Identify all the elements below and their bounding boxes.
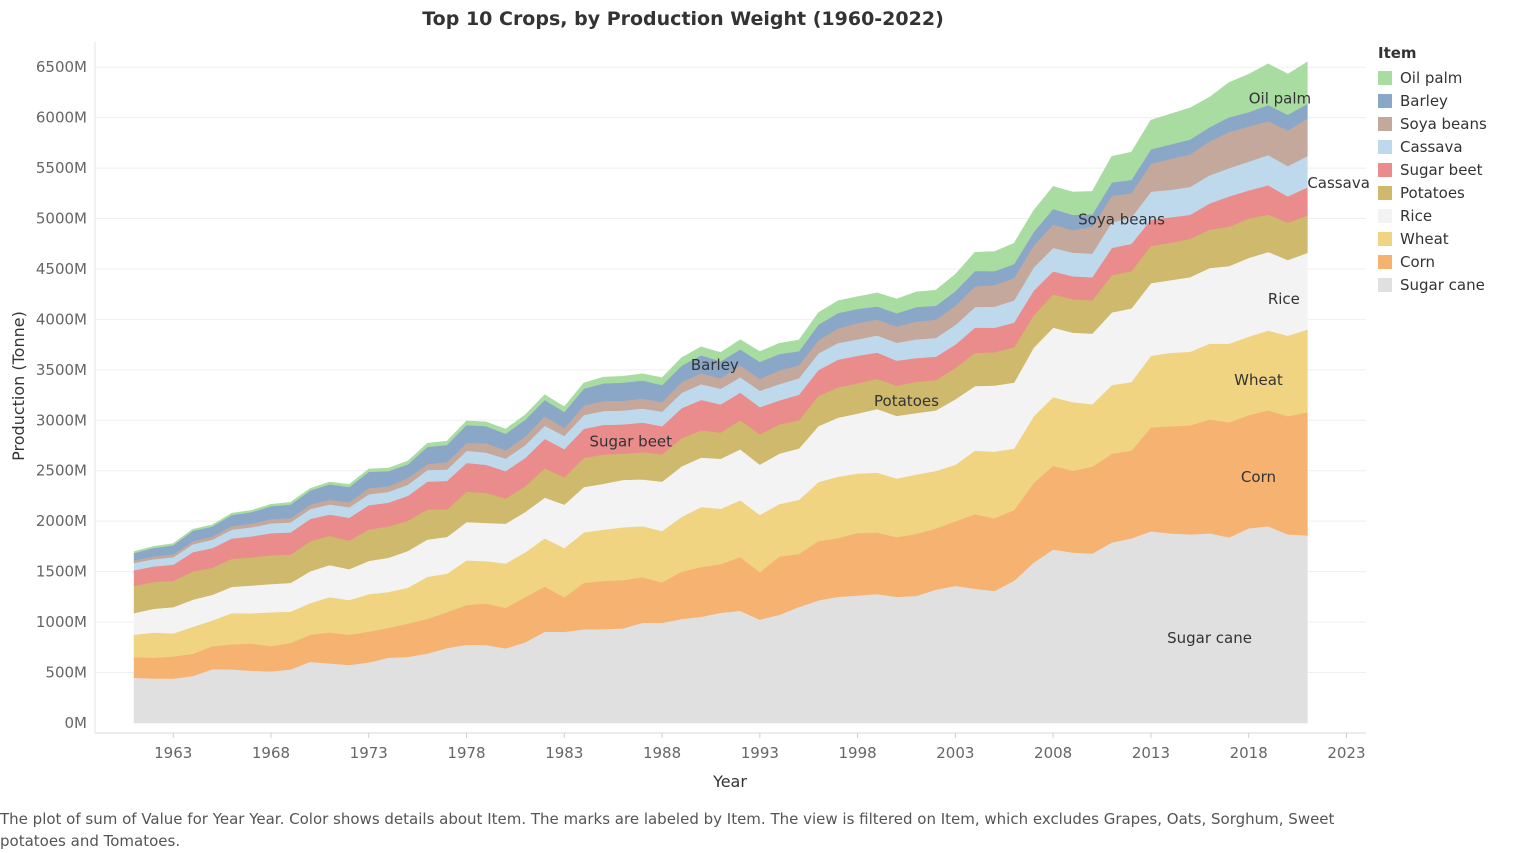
x-tick-label: 1973 <box>350 744 388 762</box>
y-tick-label: 2000M <box>36 512 87 530</box>
y-tick-label: 6000M <box>36 109 87 127</box>
x-tick-label: 1993 <box>741 744 779 762</box>
area-label-cassava: Cassava <box>1307 174 1370 192</box>
area-label-barley: Barley <box>691 356 739 374</box>
legend-label: Sugar cane <box>1400 275 1485 294</box>
area-label-sugar-beet: Sugar beet <box>590 432 673 450</box>
chart-title: Top 10 Crops, by Production Weight (1960… <box>422 8 944 30</box>
x-tick-labels: 1963 1968 1973 1978 1983 1988 1993 1998 2003 2008… <box>154 733 1366 762</box>
legend-item-barley[interactable]: Barley <box>1378 89 1513 112</box>
legend-label: Barley <box>1400 91 1448 110</box>
x-tick-label: 2013 <box>1132 744 1170 762</box>
legend-item-soya-beans[interactable]: Soya beans <box>1378 112 1513 135</box>
legend-swatch <box>1378 139 1392 154</box>
legend-label: Wheat <box>1400 229 1449 248</box>
x-tick-label: 1983 <box>545 744 583 762</box>
x-tick-label: 2018 <box>1230 744 1268 762</box>
legend-item-sugar-cane[interactable]: Sugar cane <box>1378 273 1513 296</box>
axes <box>94 42 1366 734</box>
area-series-group <box>133 61 1308 724</box>
legend-label: Potatoes <box>1400 183 1465 202</box>
area-labels: Sugar cane Corn Wheat Rice Potatoes Sugar bee… <box>590 89 1370 647</box>
legend-label: Sugar beet <box>1400 160 1483 179</box>
legend-item-wheat[interactable]: Wheat <box>1378 227 1513 250</box>
area-label-sugar-cane: Sugar cane <box>1167 629 1252 647</box>
y-tick-label: 0M <box>65 714 88 732</box>
y-tick-label: 4000M <box>36 310 87 328</box>
y-tick-label: 500M <box>45 663 87 681</box>
y-axis-title: Production (Tonne) <box>9 311 28 461</box>
legend-item-rice[interactable]: Rice <box>1378 204 1513 227</box>
y-tick-label: 5500M <box>36 159 87 177</box>
legend-item-potatoes[interactable]: Potatoes <box>1378 181 1513 204</box>
legend-title: Item <box>1378 44 1417 62</box>
x-tick-label: 1998 <box>839 744 877 762</box>
x-axis-title: Year <box>712 772 747 791</box>
y-tick-label: 1000M <box>36 613 87 631</box>
legend-label: Oil palm <box>1400 68 1463 87</box>
x-tick-label: 1988 <box>643 744 681 762</box>
area-oil-palm[interactable] <box>133 61 1308 554</box>
y-tick-labels: 0M 500M 1000M 1500M 2000M 2500M 3000M 3500M 4000… <box>36 58 87 732</box>
chart-caption: The plot of sum of Value for Year Year. … <box>0 810 1335 850</box>
x-tick-label: 2003 <box>936 744 974 762</box>
x-tick-label: 1963 <box>154 744 192 762</box>
x-tick-label: 1978 <box>447 744 485 762</box>
legend-swatch <box>1378 70 1392 85</box>
stacked-area-chart: 0M 500M 1000M 1500M 2000M 2500M 3000M 3500M 4000… <box>9 42 1370 791</box>
y-tick-label: 4500M <box>36 260 87 278</box>
legend-swatch <box>1378 277 1392 292</box>
x-tick-label: 2023 <box>1327 744 1365 762</box>
legend-label: Cassava <box>1400 137 1463 156</box>
area-label-rice: Rice <box>1268 290 1300 308</box>
x-tick-label: 1968 <box>252 744 290 762</box>
area-label-oil-palm: Oil palm <box>1249 89 1311 107</box>
y-tick-label: 1500M <box>36 563 87 581</box>
area-label-corn: Corn <box>1241 468 1276 486</box>
x-tick-label: 2008 <box>1034 744 1072 762</box>
legend-swatch <box>1378 162 1392 177</box>
legend-label: Corn <box>1400 252 1436 271</box>
legend-swatch <box>1378 208 1392 223</box>
legend: Item Oil palm Barley Soya beans Cassava Suga… <box>1378 44 1513 296</box>
area-label-potatoes: Potatoes <box>874 392 939 410</box>
legend-items: Oil palm Barley Soya beans Cassava Sugar bee… <box>1378 66 1513 296</box>
legend-swatch <box>1378 185 1392 200</box>
y-tick-label: 6500M <box>36 58 87 76</box>
area-label-wheat: Wheat <box>1234 371 1283 389</box>
legend-item-cassava[interactable]: Cassava <box>1378 135 1513 158</box>
legend-item-corn[interactable]: Corn <box>1378 250 1513 273</box>
legend-swatch <box>1378 116 1392 131</box>
y-tick-label: 2500M <box>36 462 87 480</box>
legend-swatch <box>1378 231 1392 246</box>
y-tick-label: 5000M <box>36 210 87 228</box>
y-tick-label: 3500M <box>36 361 87 379</box>
legend-label: Rice <box>1400 206 1433 225</box>
area-label-soya-beans: Soya beans <box>1078 211 1165 229</box>
legend-swatch <box>1378 254 1392 269</box>
legend-label: Soya beans <box>1400 114 1487 133</box>
legend-item-sugar-beet[interactable]: Sugar beet <box>1378 158 1513 181</box>
legend-swatch <box>1378 93 1392 108</box>
legend-item-oil-palm[interactable]: Oil palm <box>1378 66 1513 89</box>
y-tick-label: 3000M <box>36 411 87 429</box>
